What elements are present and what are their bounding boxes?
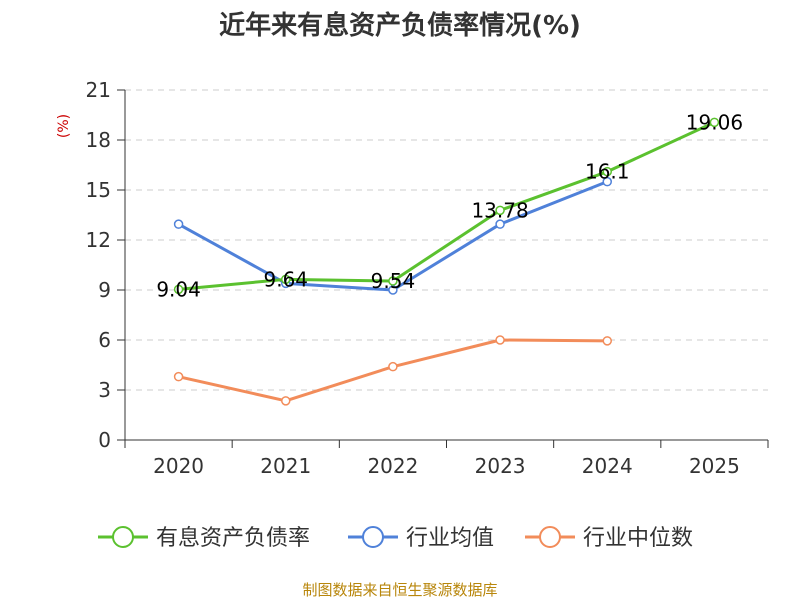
series-lines (173, 117, 720, 406)
data-labels: 9.04 9.64 9.54 13.78 16.1 19.06 (156, 110, 743, 301)
data-point (495, 335, 505, 345)
legend-label: 有息资产负债率 (156, 526, 310, 551)
legend-swatch-marker (362, 526, 384, 548)
y-tick-label: 9 (98, 278, 111, 302)
data-label: 9.54 (371, 269, 416, 293)
legend-label: 行业均值 (406, 526, 494, 551)
data-label: 9.64 (263, 267, 308, 291)
legend-item[interactable]: 有息资产负债率 (98, 526, 310, 551)
legend-item[interactable]: 行业中位数 (525, 526, 693, 551)
x-tick-label: 2024 (582, 454, 633, 478)
source-note: 制图数据来自恒生聚源数据库 (302, 581, 497, 599)
data-point (388, 285, 398, 295)
legend-item[interactable]: 行业均值 (348, 526, 494, 551)
chart-title: 近年来有息资产负债率情况(%) (219, 10, 581, 41)
data-label: 13.78 (471, 198, 528, 222)
y-tick-label: 0 (98, 428, 111, 452)
axes: 0 3 6 9 12 15 18 21 2020 2021 2022 2023 2024 2025 (86, 78, 769, 478)
y-axis-unit: (%) (56, 114, 72, 138)
y-tick-label: 15 (86, 178, 111, 202)
x-tick-label: 2025 (689, 454, 740, 478)
data-point (281, 396, 291, 406)
legend: 有息资产负债率 行业均值 行业中位数 (98, 526, 693, 551)
data-label: 19.06 (686, 110, 743, 134)
data-point (281, 274, 291, 285)
gridlines (125, 89, 768, 391)
y-tick-label: 12 (86, 228, 111, 252)
y-tick-label: 3 (98, 378, 111, 402)
data-point (602, 176, 612, 187)
x-tick-label: 2020 (153, 454, 204, 478)
series-line (178, 120, 716, 291)
data-point (173, 219, 184, 229)
legend-swatch-marker (112, 526, 134, 548)
data-label: 16.1 (585, 160, 630, 184)
data-point (709, 117, 720, 128)
y-tick-label: 6 (98, 328, 111, 352)
data-point (173, 284, 184, 295)
data-label: 9.04 (156, 277, 201, 301)
data-point (388, 361, 398, 372)
legend-label: 行业中位数 (583, 526, 693, 551)
data-point (388, 276, 398, 286)
data-point (495, 205, 505, 216)
legend-swatch-marker (539, 526, 561, 548)
data-point (173, 371, 184, 382)
y-tick-label: 21 (86, 78, 111, 102)
data-point (602, 336, 612, 346)
x-tick-label: 2021 (260, 454, 311, 478)
y-tick-label: 18 (86, 128, 111, 152)
x-tick-label: 2022 (367, 454, 418, 478)
x-tick-label: 2023 (475, 454, 526, 478)
data-point (495, 219, 505, 229)
data-point (602, 166, 612, 177)
